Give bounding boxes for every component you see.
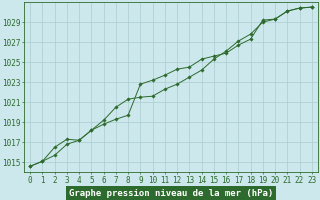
X-axis label: Graphe pression niveau de la mer (hPa): Graphe pression niveau de la mer (hPa) [69,189,273,198]
